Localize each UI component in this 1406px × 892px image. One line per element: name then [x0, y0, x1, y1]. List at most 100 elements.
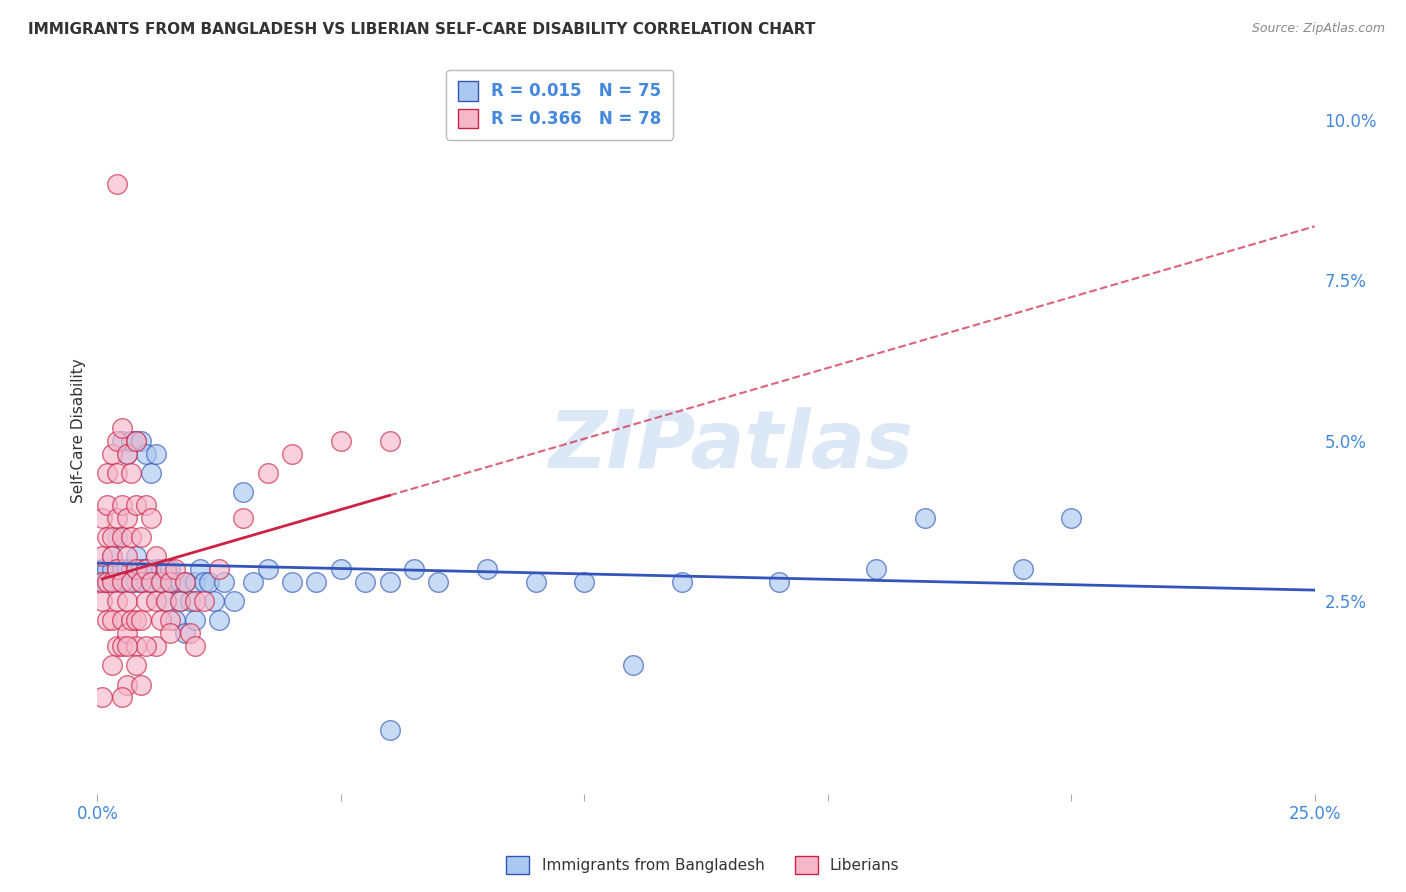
Point — [91, 574, 114, 589]
Point — [208, 562, 231, 576]
Point — [101, 446, 124, 460]
Point — [155, 562, 177, 576]
Point — [105, 530, 128, 544]
Point — [188, 562, 211, 576]
Point — [184, 594, 207, 608]
Point — [256, 466, 278, 480]
Point — [125, 498, 148, 512]
Point — [768, 574, 790, 589]
Point — [159, 626, 181, 640]
Point — [111, 562, 134, 576]
Point — [198, 574, 221, 589]
Point — [169, 594, 191, 608]
Point — [96, 574, 118, 589]
Point — [125, 658, 148, 673]
Point — [111, 574, 134, 589]
Point — [149, 574, 172, 589]
Point — [232, 485, 254, 500]
Point — [165, 574, 187, 589]
Point — [129, 574, 152, 589]
Point — [125, 562, 148, 576]
Point — [621, 658, 644, 673]
Point — [149, 562, 172, 576]
Point — [129, 677, 152, 691]
Point — [101, 562, 124, 576]
Point — [135, 594, 157, 608]
Point — [155, 594, 177, 608]
Point — [145, 594, 167, 608]
Point — [111, 614, 134, 628]
Text: ZIPatlas: ZIPatlas — [548, 407, 912, 484]
Point — [281, 574, 304, 589]
Point — [105, 466, 128, 480]
Point — [242, 574, 264, 589]
Point — [120, 466, 142, 480]
Point — [914, 510, 936, 524]
Point — [179, 594, 201, 608]
Point — [135, 574, 157, 589]
Point — [125, 614, 148, 628]
Point — [96, 574, 118, 589]
Legend: R = 0.015   N = 75, R = 0.366   N = 78: R = 0.015 N = 75, R = 0.366 N = 78 — [447, 70, 673, 140]
Point — [115, 446, 138, 460]
Point — [96, 466, 118, 480]
Point — [91, 562, 114, 576]
Point — [208, 614, 231, 628]
Point — [184, 574, 207, 589]
Point — [91, 549, 114, 564]
Point — [524, 574, 547, 589]
Point — [329, 562, 352, 576]
Point — [378, 723, 401, 737]
Point — [193, 574, 215, 589]
Point — [378, 434, 401, 448]
Point — [91, 690, 114, 705]
Point — [174, 574, 197, 589]
Point — [115, 639, 138, 653]
Point — [174, 626, 197, 640]
Point — [96, 614, 118, 628]
Point — [169, 594, 191, 608]
Point — [159, 614, 181, 628]
Point — [101, 530, 124, 544]
Point — [159, 574, 181, 589]
Point — [105, 562, 128, 576]
Point — [120, 562, 142, 576]
Point — [120, 614, 142, 628]
Point — [184, 614, 207, 628]
Point — [101, 549, 124, 564]
Point — [169, 574, 191, 589]
Point — [135, 562, 157, 576]
Point — [91, 594, 114, 608]
Point — [184, 639, 207, 653]
Point — [105, 639, 128, 653]
Point — [222, 594, 245, 608]
Text: Source: ZipAtlas.com: Source: ZipAtlas.com — [1251, 22, 1385, 36]
Point — [96, 562, 118, 576]
Point — [135, 446, 157, 460]
Point — [120, 530, 142, 544]
Point — [129, 434, 152, 448]
Legend: Immigrants from Bangladesh, Liberians: Immigrants from Bangladesh, Liberians — [501, 850, 905, 880]
Point — [101, 549, 124, 564]
Point — [354, 574, 377, 589]
Point — [91, 510, 114, 524]
Point — [105, 434, 128, 448]
Point — [1011, 562, 1033, 576]
Point — [91, 574, 114, 589]
Point — [101, 658, 124, 673]
Point — [329, 434, 352, 448]
Point — [125, 434, 148, 448]
Point — [256, 562, 278, 576]
Point — [402, 562, 425, 576]
Point — [125, 434, 148, 448]
Point — [165, 562, 187, 576]
Point — [193, 594, 215, 608]
Point — [115, 510, 138, 524]
Point — [105, 574, 128, 589]
Point — [165, 614, 187, 628]
Point — [129, 574, 152, 589]
Point — [115, 594, 138, 608]
Point — [125, 639, 148, 653]
Point — [115, 677, 138, 691]
Point — [105, 594, 128, 608]
